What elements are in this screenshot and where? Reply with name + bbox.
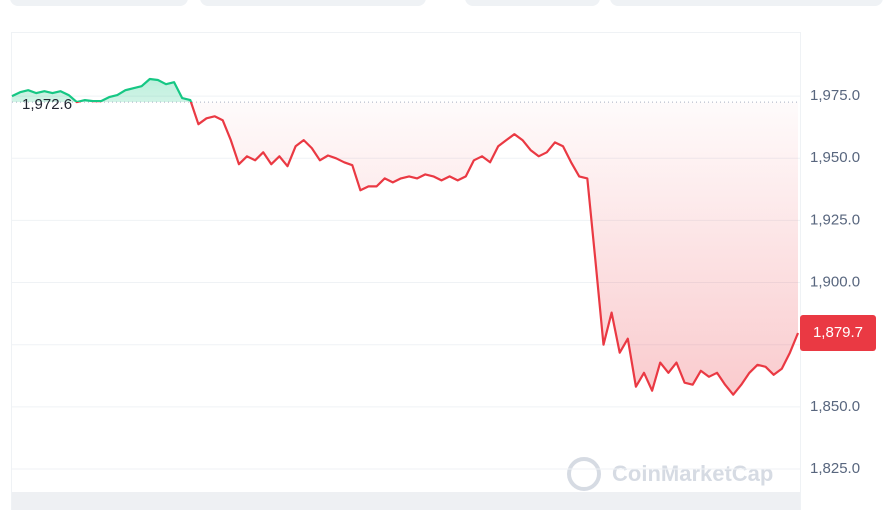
plot-frame <box>11 32 801 510</box>
y-tick-label: 1,900.0 <box>810 274 860 291</box>
current-price-label: 1,879.7 <box>813 324 863 341</box>
price-line <box>11 77 800 396</box>
volume-strip <box>12 492 800 510</box>
tab[interactable] <box>610 0 883 6</box>
current-price-badge <box>800 315 876 352</box>
y-tick-label: 1,950.0 <box>810 149 860 166</box>
y-tick-label: 1,925.0 <box>810 211 860 228</box>
watermark: CoinMarketCap <box>567 457 773 491</box>
tab[interactable] <box>200 0 426 6</box>
reference-label: 1,972.6 <box>22 96 72 113</box>
watermark-text: CoinMarketCap <box>612 461 773 486</box>
y-tick-label: 1,975.0 <box>810 87 860 104</box>
tab[interactable] <box>10 0 188 6</box>
area <box>12 79 798 395</box>
y-tick-label: 1,825.0 <box>810 460 860 477</box>
y-tick-label: 1,850.0 <box>810 398 860 415</box>
tab[interactable] <box>465 0 600 6</box>
